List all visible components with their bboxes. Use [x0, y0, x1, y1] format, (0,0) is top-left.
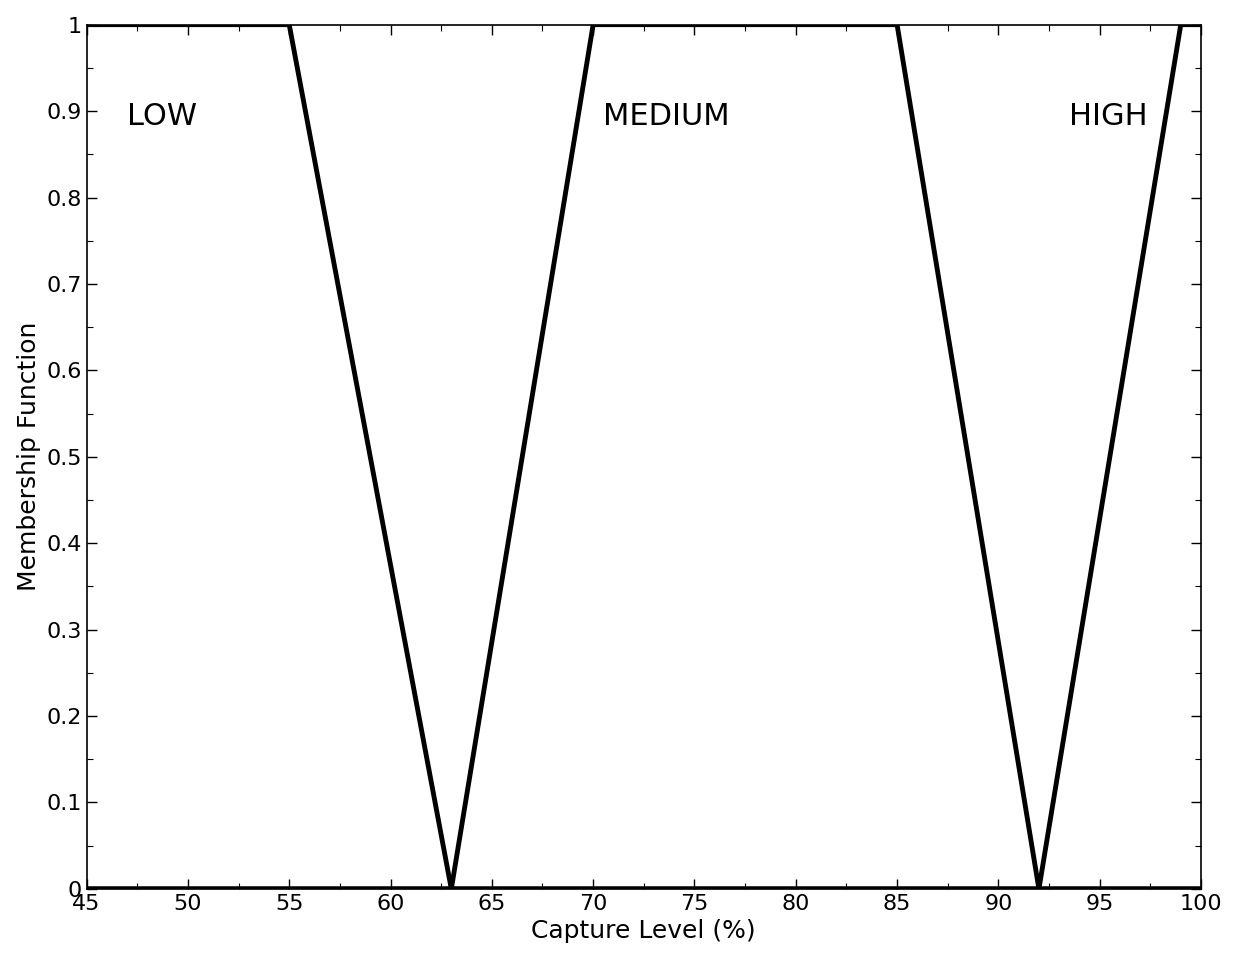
Text: MEDIUM: MEDIUM: [603, 103, 730, 132]
Text: LOW: LOW: [128, 103, 197, 132]
Y-axis label: Membership Function: Membership Function: [16, 323, 41, 591]
Text: HIGH: HIGH: [1069, 103, 1149, 132]
X-axis label: Capture Level (%): Capture Level (%): [532, 920, 756, 944]
